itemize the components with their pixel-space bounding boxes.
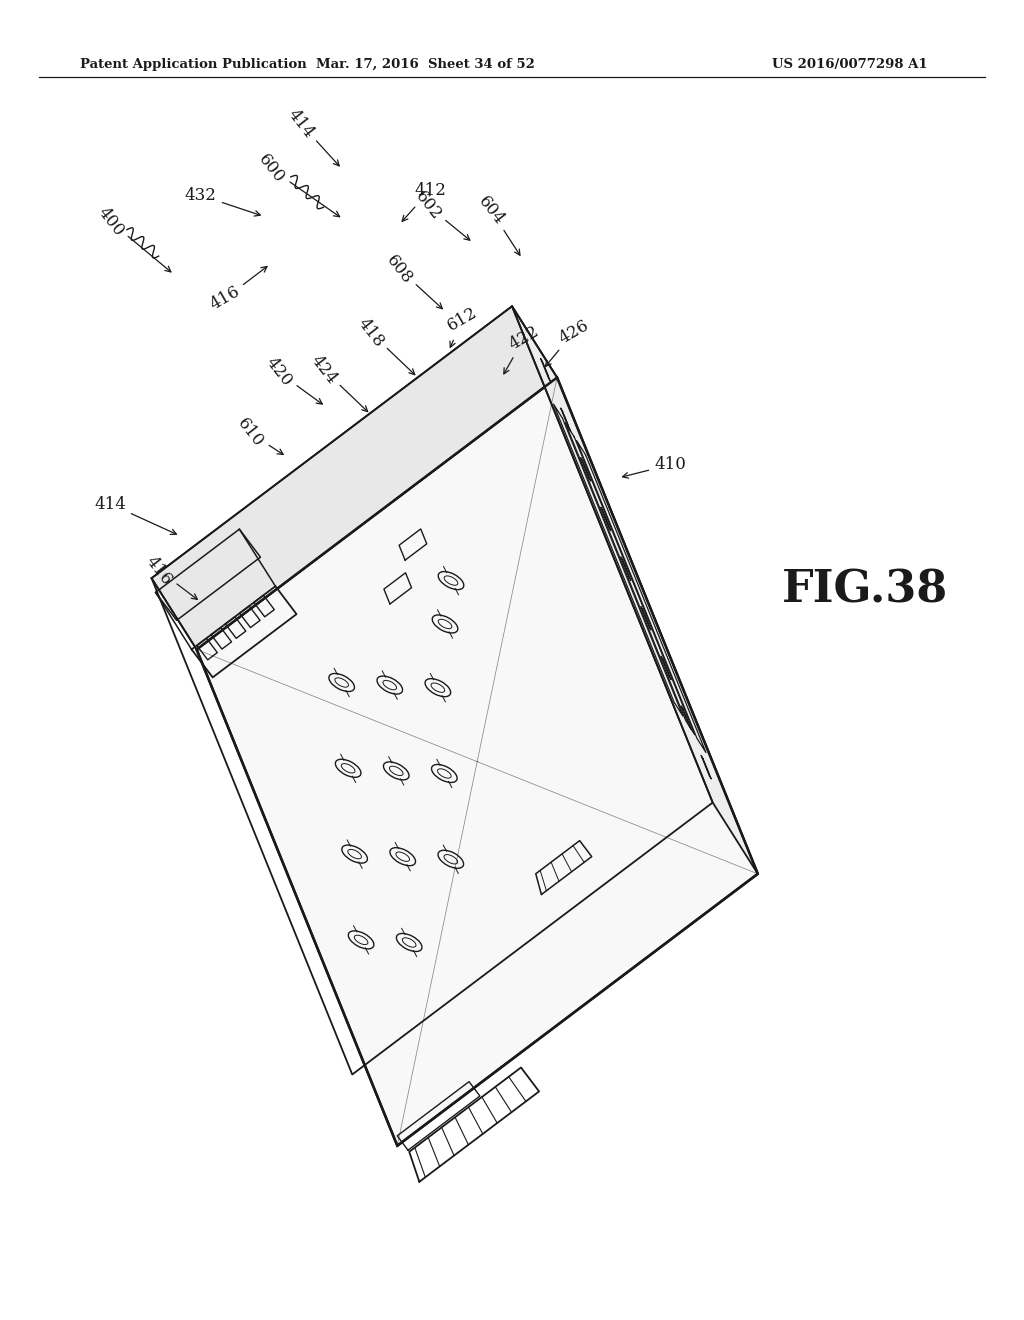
Text: 412: 412 (414, 182, 446, 198)
Text: US 2016/0077298 A1: US 2016/0077298 A1 (772, 58, 928, 71)
Text: Mar. 17, 2016  Sheet 34 of 52: Mar. 17, 2016 Sheet 34 of 52 (315, 58, 535, 71)
Text: 416: 416 (142, 553, 175, 587)
Text: 422: 422 (506, 322, 543, 354)
Text: 420: 420 (262, 355, 295, 389)
Text: 400: 400 (94, 205, 127, 239)
Polygon shape (512, 306, 758, 874)
Polygon shape (152, 306, 557, 649)
Text: 610: 610 (233, 416, 266, 450)
Text: 600: 600 (255, 152, 288, 186)
Text: 612: 612 (444, 304, 481, 335)
Text: 424: 424 (307, 352, 340, 387)
Text: Patent Application Publication: Patent Application Publication (80, 58, 306, 71)
Text: 604: 604 (475, 194, 508, 228)
Text: 432: 432 (184, 187, 217, 203)
Text: FIG.38: FIG.38 (782, 569, 948, 611)
Text: 426: 426 (555, 317, 592, 348)
Text: 414: 414 (94, 496, 127, 512)
Text: 602: 602 (412, 189, 444, 223)
Polygon shape (197, 378, 758, 1146)
Text: 414: 414 (285, 107, 317, 141)
Text: 410: 410 (654, 457, 687, 473)
Text: 416: 416 (207, 282, 244, 314)
Text: 608: 608 (383, 252, 416, 286)
Text: 418: 418 (354, 315, 387, 350)
